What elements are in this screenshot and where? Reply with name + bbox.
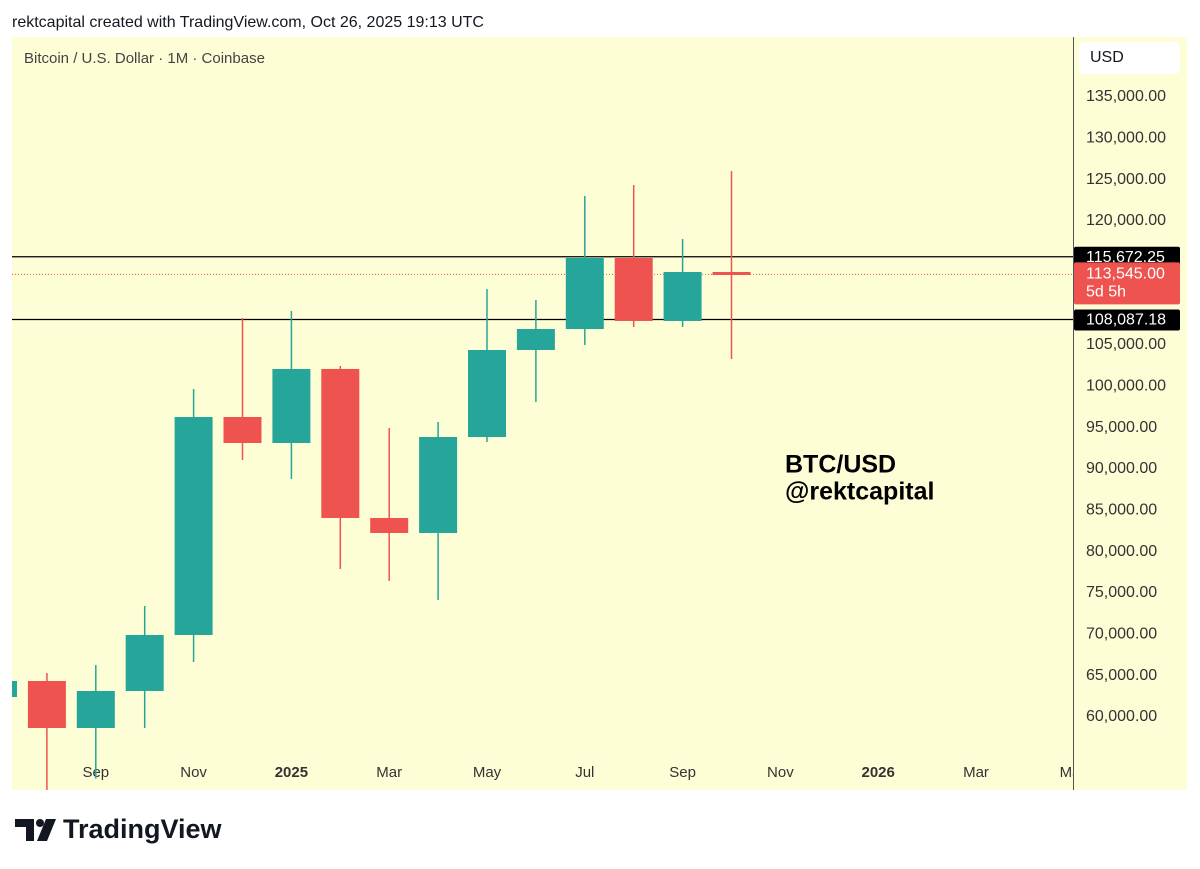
hline-label: 115,672.25	[1086, 249, 1165, 266]
hline-label-box	[1074, 309, 1180, 331]
annotation: @rektcapital	[785, 478, 934, 506]
last-price-box	[1074, 262, 1180, 305]
y-tick-label: 75,000.00	[1086, 584, 1157, 601]
hline-label: 108,087.18	[1086, 312, 1166, 329]
chart-background	[12, 37, 1187, 790]
annotation: BTC/USD	[785, 451, 896, 479]
x-tick-label: 2026	[862, 764, 895, 781]
chart-title: Bitcoin / U.S. Dollar · 1M · Coinbase	[24, 50, 265, 67]
candle-body	[565, 257, 604, 330]
x-tick-label: Mar	[963, 764, 989, 781]
y-tick-label: 60,000.00	[1086, 708, 1157, 725]
x-tick-label: Mar	[376, 764, 402, 781]
candle-body	[76, 691, 115, 728]
candle-body	[27, 680, 66, 728]
y-tick-label: 105,000.00	[1086, 336, 1166, 353]
x-tick-label: Sep	[669, 764, 696, 781]
y-tick-label: 65,000.00	[1086, 667, 1157, 684]
plot-area: SepNov2025MarMayJulSepNov2026MarMay	[12, 170, 1089, 790]
currency-label: USD	[1090, 49, 1124, 66]
y-tick-label: 125,000.00	[1086, 171, 1166, 188]
x-tick-label: 2025	[275, 764, 308, 781]
x-tick-label: May	[1060, 764, 1089, 781]
currency-button[interactable]	[1079, 42, 1180, 74]
y-tick-label: 100,000.00	[1086, 378, 1166, 395]
price-axis: 60,000.00 65,000.00 70,000.00 75,000.00 80,0…	[1074, 88, 1180, 725]
y-tick-label: 80,000.00	[1086, 543, 1157, 560]
y-tick-label: 95,000.00	[1086, 419, 1157, 436]
candle-body	[468, 350, 506, 438]
candle-body	[370, 517, 409, 533]
header: rektcapital created with TradingView.com…	[12, 14, 484, 31]
y-tick-label: 130,000.00	[1086, 130, 1166, 147]
x-tick-label: Nov	[180, 764, 207, 781]
candle-body	[12, 680, 17, 697]
candle-body	[125, 634, 164, 692]
y-tick-label: 135,000.00	[1086, 88, 1166, 105]
y-tick-label: 90,000.00	[1086, 460, 1157, 477]
candle-body	[614, 257, 653, 321]
candle-body	[663, 272, 702, 321]
candle-body	[174, 417, 213, 635]
countdown-label: 5d 5h	[1086, 284, 1126, 301]
last-price-label: 113,545.00	[1086, 266, 1165, 283]
logo-text: TradingView	[63, 814, 223, 844]
x-tick-label: Nov	[767, 764, 794, 781]
y-tick-label: 70,000.00	[1086, 626, 1157, 643]
logo-icon	[15, 819, 56, 841]
x-tick-label: Jul	[575, 764, 594, 781]
y-tick-label: 120,000.00	[1086, 212, 1166, 229]
candle-body	[321, 368, 360, 518]
x-tick-label: May	[473, 764, 502, 781]
candle-body	[712, 272, 751, 276]
candle-body	[516, 329, 555, 351]
candle-body	[419, 437, 458, 533]
y-tick-label: 85,000.00	[1086, 502, 1157, 519]
candle-body	[223, 417, 262, 444]
candle-body	[272, 368, 311, 444]
